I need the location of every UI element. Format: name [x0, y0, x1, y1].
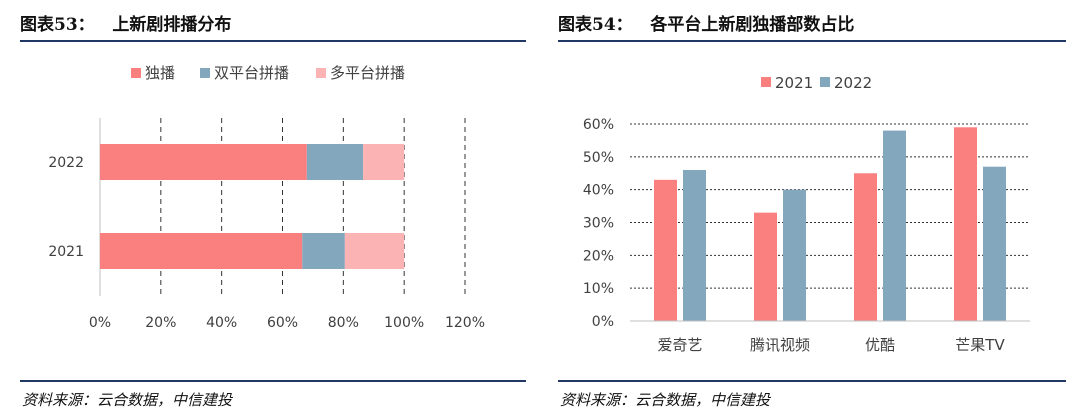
- legend-swatch: [761, 77, 771, 87]
- x-tick-label: 100%: [384, 315, 424, 331]
- bar-segment: [100, 144, 307, 180]
- x-tick-label: 0%: [89, 315, 111, 331]
- source-divider: [20, 380, 526, 382]
- right-figure-panel: 图表54： 各平台上新剧独播部数占比 2021 2022 0% 10% 20% 30% 40…: [548, 0, 1080, 418]
- x-tick-label: 腾讯视频: [750, 336, 810, 354]
- bar-segment: [302, 233, 345, 269]
- x-tick-label: 120%: [445, 315, 485, 331]
- x-tick-label: 芒果TV: [955, 336, 1005, 354]
- bar: [854, 173, 877, 321]
- x-tick-label: 爱奇艺: [657, 336, 702, 354]
- y-tick-label: 2021: [48, 244, 84, 260]
- x-tick-label: 40%: [206, 315, 237, 331]
- legend-swatch: [131, 68, 141, 78]
- legend-label: 2021: [775, 74, 813, 92]
- legend-label: 独播: [145, 64, 175, 82]
- y-tick-label: 10%: [583, 281, 614, 297]
- source-note: 资料来源：云合数据，中信建投: [560, 391, 771, 409]
- title-divider: [558, 40, 1066, 42]
- y-tick-label: 60%: [583, 117, 614, 133]
- bar: [983, 166, 1006, 321]
- legend-label: 2022: [834, 74, 872, 92]
- bar: [654, 179, 677, 321]
- y-tick-label: 30%: [583, 216, 614, 232]
- source-divider: [558, 380, 1066, 382]
- bar: [783, 189, 806, 321]
- bar: [683, 169, 706, 321]
- y-tick-label: 50%: [583, 150, 614, 166]
- legend-label: 多平台拼播: [330, 64, 405, 82]
- figure-title: 图表53： 上新剧排播分布: [20, 15, 232, 35]
- bar: [954, 127, 977, 322]
- grouped-bar-chart: 2021 2022 0% 10% 20% 30% 40% 50% 60% 爱奇艺 腾讯视频 优酷 芒果T…: [583, 74, 1030, 354]
- x-tick-label: 20%: [145, 315, 176, 331]
- x-tick-label: 80%: [328, 315, 359, 331]
- bar: [754, 212, 777, 321]
- bar-segment: [363, 144, 405, 180]
- figure-title: 图表54： 各平台上新剧独播部数占比: [558, 15, 855, 35]
- y-tick-label: 20%: [583, 248, 614, 264]
- title-divider: [20, 40, 526, 42]
- legend-swatch: [820, 77, 830, 87]
- legend-swatch: [316, 68, 326, 78]
- y-tick-label: 2022: [48, 155, 84, 171]
- legend-label: 双平台拼播: [214, 64, 289, 82]
- stacked-bar-chart: 独播 双平台拼播 多平台拼播 0% 20% 40% 60% 80% 100% 120% 2022 20…: [48, 64, 485, 331]
- legend-swatch: [200, 68, 210, 78]
- bar-segment: [344, 233, 405, 269]
- y-tick-label: 0%: [592, 314, 614, 330]
- source-note: 资料来源：云合数据，中信建投: [22, 391, 233, 409]
- x-tick-label: 优酷: [865, 336, 895, 354]
- y-tick-label: 40%: [583, 183, 614, 199]
- x-tick-label: 60%: [267, 315, 298, 331]
- bar-segment: [306, 144, 364, 180]
- bar-segment: [100, 233, 303, 269]
- left-figure-panel: 图表53： 上新剧排播分布 独播 双平台拼播 多平台拼播 0% 20% 40% 60% 80%…: [20, 15, 526, 409]
- bar: [883, 130, 906, 321]
